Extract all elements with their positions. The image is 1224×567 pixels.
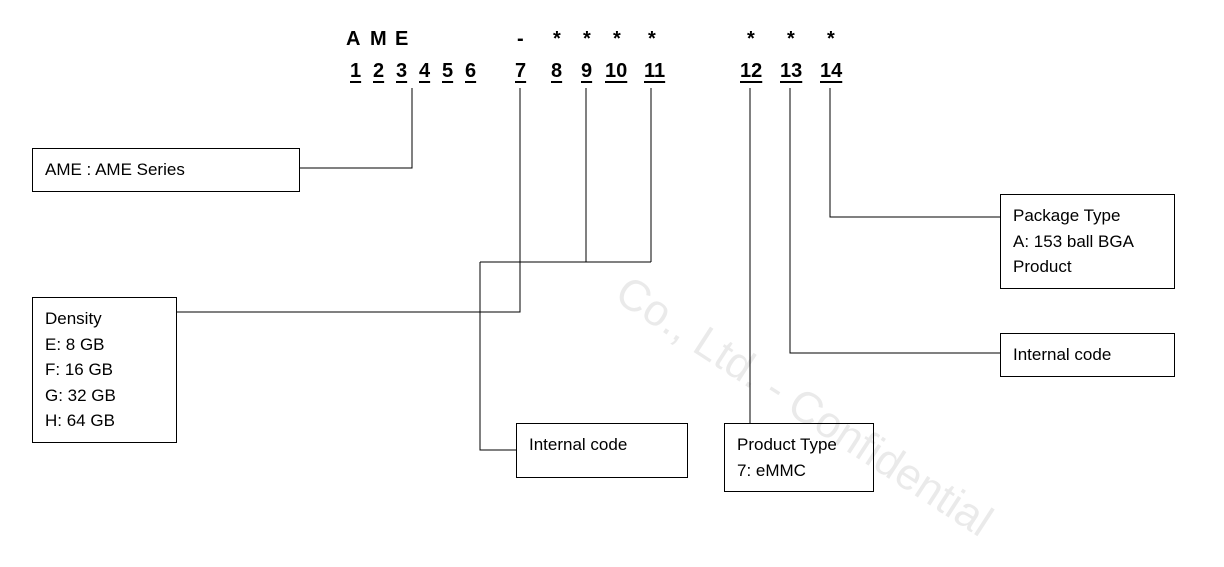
pos-12: 12 (740, 60, 762, 83)
box-product-type: Product Type 7: eMMC (724, 423, 874, 492)
box-line: H: 64 GB (45, 408, 164, 434)
pos-2: 2 (373, 60, 384, 83)
box-line: E: 8 GB (45, 332, 164, 358)
pos-4: 4 (419, 60, 430, 83)
pos-3: 3 (396, 60, 407, 83)
box-line: AME : AME Series (45, 157, 287, 183)
char-8: * (553, 28, 561, 51)
pos-8: 8 (551, 60, 562, 83)
pos-10: 10 (605, 60, 627, 83)
char-1: A (346, 28, 360, 51)
char-12: * (747, 28, 755, 51)
char-2: M (370, 28, 387, 51)
pos-1: 1 (350, 60, 361, 83)
box-internal-8-11: Internal code (516, 423, 688, 478)
pos-11: 11 (644, 60, 665, 83)
box-package-type: Package Type A: 153 ball BGA Product (1000, 194, 1175, 289)
box-line: Product (1013, 254, 1162, 280)
char-7: - (517, 28, 524, 51)
box-ame-series: AME : AME Series (32, 148, 300, 192)
watermark: Co., Ltd. - Confidential (607, 267, 1001, 547)
box-line: Internal code (529, 432, 675, 458)
box-line: Density (45, 306, 164, 332)
char-13: * (787, 28, 795, 51)
char-9: * (583, 28, 591, 51)
box-density: Density E: 8 GB F: 16 GB G: 32 GB H: 64 … (32, 297, 177, 443)
char-10: * (613, 28, 621, 51)
pos-9: 9 (581, 60, 592, 83)
box-internal-13: Internal code (1000, 333, 1175, 377)
box-line: 7: eMMC (737, 458, 861, 484)
char-3: E (395, 28, 408, 51)
box-line: Package Type (1013, 203, 1162, 229)
box-line: Product Type (737, 432, 861, 458)
pos-7: 7 (515, 60, 526, 83)
pos-5: 5 (442, 60, 453, 83)
box-line: G: 32 GB (45, 383, 164, 409)
pos-6: 6 (465, 60, 476, 83)
box-line: A: 153 ball BGA (1013, 229, 1162, 255)
pos-13: 13 (780, 60, 802, 83)
char-14: * (827, 28, 835, 51)
box-line: F: 16 GB (45, 357, 164, 383)
char-11: * (648, 28, 656, 51)
pos-14: 14 (820, 60, 842, 83)
box-line: Internal code (1013, 342, 1162, 368)
